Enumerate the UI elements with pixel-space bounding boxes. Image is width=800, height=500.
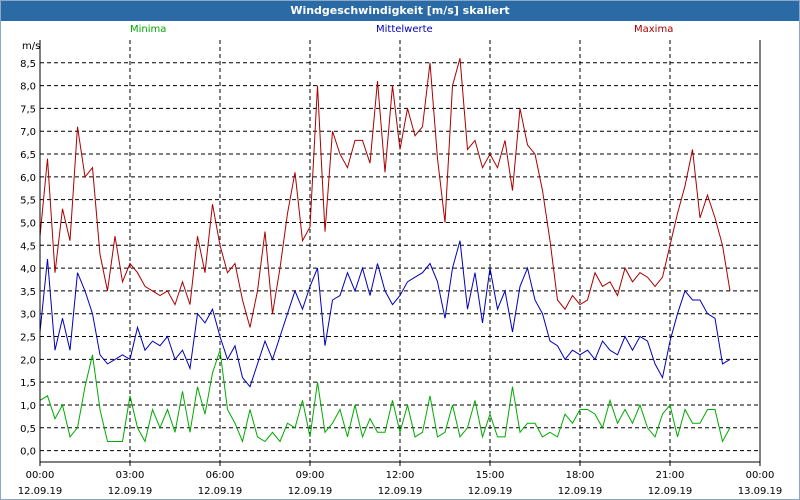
y-tick-label: 7,5 bbox=[20, 104, 36, 115]
x-tick-date: 13.09.19 bbox=[738, 486, 783, 497]
y-tick-label: 0,5 bbox=[20, 424, 36, 435]
x-tick-date: 12.09.19 bbox=[108, 486, 153, 497]
legend-mittelwerte: Mittelwerte bbox=[376, 24, 433, 35]
series-line-mittelwerte bbox=[39, 240, 731, 388]
x-tick-time: 03:00 bbox=[116, 470, 145, 481]
series-line-maxima bbox=[39, 58, 731, 328]
y-tick-label: 1,5 bbox=[20, 378, 36, 389]
y-tick-label: 8,0 bbox=[20, 82, 36, 93]
y-tick-label: 0,0 bbox=[20, 447, 36, 458]
x-tick-date: 12.09.19 bbox=[648, 486, 693, 497]
x-tick-time: 18:00 bbox=[566, 470, 595, 481]
chart-series bbox=[39, 58, 731, 444]
y-tick-label: 1,0 bbox=[20, 401, 36, 412]
x-tick-date: 12.09.19 bbox=[558, 486, 603, 497]
y-tick-label: 3,5 bbox=[20, 287, 36, 298]
y-axis-label: m/s bbox=[22, 41, 40, 52]
y-tick-label: 5,0 bbox=[20, 218, 36, 229]
x-tick-time: 15:00 bbox=[476, 470, 505, 481]
legend-maxima: Maxima bbox=[634, 24, 674, 35]
window-title: Windgeschwindigkeit [m/s] skaliert bbox=[1, 1, 799, 21]
x-tick-time: 09:00 bbox=[296, 470, 325, 481]
x-tick-time: 06:00 bbox=[206, 470, 235, 481]
y-tick-label: 4,0 bbox=[20, 264, 36, 275]
x-tick-time: 21:00 bbox=[656, 470, 685, 481]
x-tick-date: 12.09.19 bbox=[18, 486, 63, 497]
legend-minima: Minima bbox=[130, 24, 167, 35]
series-line-minima bbox=[39, 350, 731, 444]
x-tick-time: 00:00 bbox=[26, 470, 55, 481]
y-tick-label: 3,0 bbox=[20, 310, 36, 321]
y-tick-label: 8,5 bbox=[20, 59, 36, 70]
chart-grid bbox=[39, 40, 761, 462]
y-tick-label: 5,5 bbox=[20, 196, 36, 207]
x-tick-date: 12.09.19 bbox=[468, 486, 513, 497]
y-tick-label: 2,0 bbox=[20, 355, 36, 366]
x-tick-time: 00:00 bbox=[746, 470, 775, 481]
x-tick-date: 12.09.19 bbox=[378, 486, 423, 497]
y-tick-label: 6,0 bbox=[20, 173, 36, 184]
x-tick-date: 12.09.19 bbox=[288, 486, 333, 497]
y-tick-label: 4,5 bbox=[20, 241, 36, 252]
y-tick-label: 2,5 bbox=[20, 333, 36, 344]
y-tick-label: 7,0 bbox=[20, 127, 36, 138]
x-tick-date: 12.09.19 bbox=[198, 486, 243, 497]
x-tick-time: 12:00 bbox=[386, 470, 415, 481]
y-tick-label: 6,5 bbox=[20, 150, 36, 161]
chart-axes: 0,0 0,5 1,0 1,5 2,0 2,5 3,0 3,5 4,0 4,5 5,0 5,5 6,0 6… bbox=[18, 40, 783, 497]
